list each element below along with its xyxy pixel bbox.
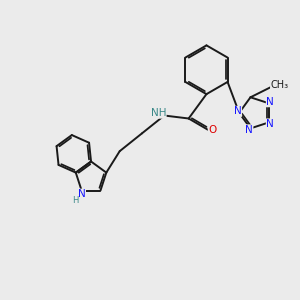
Text: N: N (266, 119, 274, 129)
Text: N: N (266, 97, 274, 107)
Text: H: H (72, 196, 78, 205)
Text: N: N (234, 106, 242, 116)
Text: N: N (78, 189, 86, 199)
Text: O: O (208, 125, 217, 135)
Text: N: N (245, 125, 253, 135)
Text: NH: NH (151, 108, 166, 118)
Text: CH₃: CH₃ (271, 80, 289, 90)
